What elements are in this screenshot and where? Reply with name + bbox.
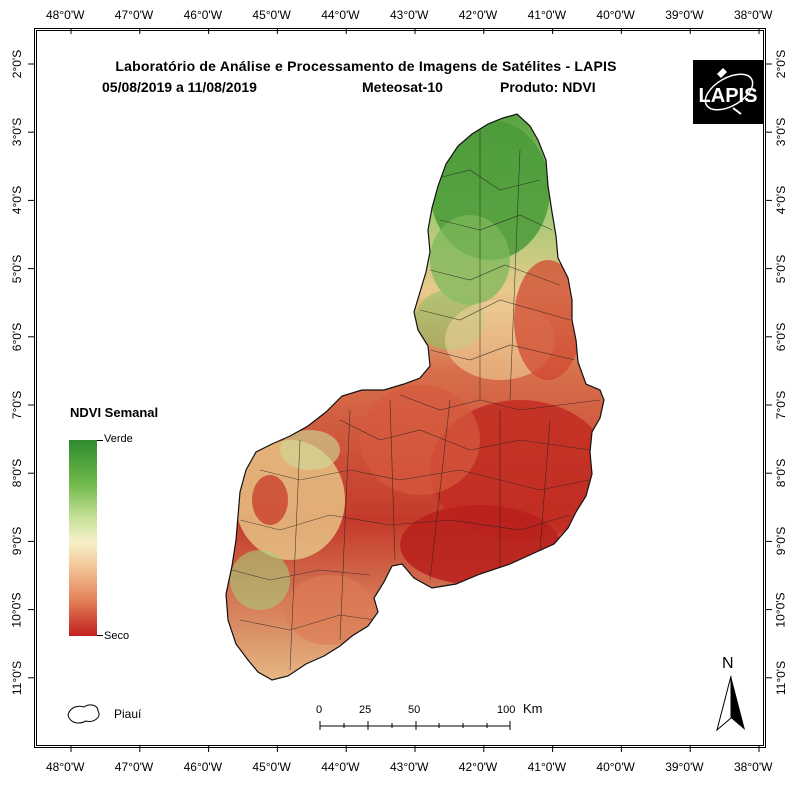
north-arrow-icon xyxy=(716,675,745,732)
map-product: Produto: NDVI xyxy=(500,79,596,95)
piaui-outline-icon xyxy=(67,704,100,724)
map-title: Laboratório de Análise e Processamento d… xyxy=(115,58,617,74)
legend-color-ramp xyxy=(69,440,97,636)
longitude-label: 39°0'W xyxy=(665,760,704,774)
longitude-label: 38°0'W xyxy=(734,8,773,22)
longitude-label: 45°0'W xyxy=(252,8,291,22)
map-period: 05/08/2019 a 11/08/2019 xyxy=(102,79,257,95)
longitude-label: 41°0'W xyxy=(527,760,567,774)
lapis-logo: LAPIS xyxy=(693,60,763,124)
map-frame-outer xyxy=(34,28,766,748)
longitude-label: 47°0'W xyxy=(114,760,154,774)
longitude-label: 43°0'W xyxy=(390,760,429,774)
scale-tick-25: 25 xyxy=(359,704,372,716)
north-label: N xyxy=(722,655,734,672)
longitude-label: 40°0'W xyxy=(596,760,635,774)
longitude-label: 44°0'W xyxy=(321,760,360,774)
scale-bar xyxy=(319,721,511,730)
legend-tick-bottom xyxy=(97,635,103,636)
legend-title: NDVI Semanal xyxy=(70,405,159,420)
longitude-label: 44°0'W xyxy=(321,8,360,22)
scale-tick-0: 0 xyxy=(316,704,323,716)
longitude-label: 38°0'W xyxy=(734,760,773,774)
scale-tick-100: 100 xyxy=(497,704,516,716)
map-frame-inner xyxy=(36,30,764,746)
lapis-logo-text: LAPIS xyxy=(699,85,758,107)
longitude-label: 43°0'W xyxy=(390,8,429,22)
scale-unit: Km xyxy=(523,701,543,716)
legend-tick-top xyxy=(97,440,103,441)
longitude-label: 45°0'W xyxy=(252,760,291,774)
longitude-label: 47°0'W xyxy=(114,8,154,22)
longitude-label: 48°0'W xyxy=(46,760,85,774)
legend-high-label: Verde xyxy=(104,433,133,445)
longitude-label: 42°0'W xyxy=(458,8,498,22)
longitude-label: 41°0'W xyxy=(527,8,567,22)
map-satellite: Meteosat-10 xyxy=(362,79,443,95)
longitude-label: 46°0'W xyxy=(183,8,223,22)
legend-low-label: Seco xyxy=(104,630,130,642)
longitude-label: 46°0'W xyxy=(183,760,223,774)
longitude-label: 48°0'W xyxy=(46,8,85,22)
scale-tick-50: 50 xyxy=(408,704,421,716)
longitude-label: 42°0'W xyxy=(458,760,498,774)
region-label: Piauí xyxy=(114,707,142,721)
lapis-logo-graphic: LAPIS xyxy=(699,68,758,115)
longitude-label: 39°0'W xyxy=(665,8,704,22)
longitude-label: 40°0'W xyxy=(596,8,635,22)
